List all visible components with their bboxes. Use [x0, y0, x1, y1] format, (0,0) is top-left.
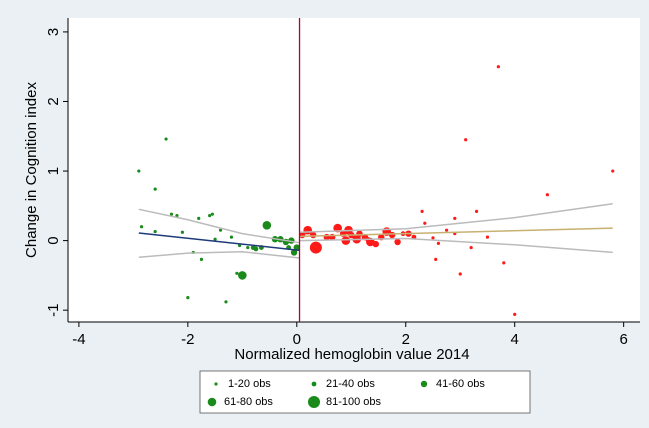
point	[253, 246, 259, 252]
fit-line	[138, 208, 300, 244]
x-tick-label: -2	[181, 331, 194, 348]
point	[436, 241, 441, 245]
point	[545, 193, 549, 197]
fit-line	[299, 202, 613, 234]
y-tick-label: 0	[45, 236, 62, 244]
point	[496, 65, 500, 69]
legend-marker	[420, 380, 428, 388]
x-tick-label: -4	[72, 331, 85, 348]
point	[246, 245, 250, 250]
y-tick-label: 3	[45, 28, 62, 36]
legend-marker	[207, 397, 217, 407]
fit-line	[299, 237, 613, 254]
point	[210, 212, 214, 216]
point	[485, 235, 490, 239]
point	[262, 221, 272, 230]
x-tick-label: 6	[619, 331, 627, 348]
legend-label: 1-20 obs	[228, 378, 271, 390]
legend-marker	[311, 381, 317, 387]
y-axis-title: Change in Cognition index	[23, 82, 40, 258]
y-tick-label: 1	[45, 167, 62, 175]
point	[469, 245, 473, 250]
point	[164, 137, 168, 141]
x-tick-label: 0	[293, 331, 301, 348]
point	[238, 271, 247, 280]
point	[153, 229, 157, 234]
point	[423, 221, 427, 225]
plot-area	[68, 18, 640, 322]
legend-label: 61-80 obs	[224, 396, 273, 408]
point	[213, 237, 217, 241]
point	[175, 213, 179, 218]
point	[303, 225, 312, 235]
point	[513, 312, 517, 316]
point	[197, 216, 201, 220]
point	[431, 236, 435, 240]
legend-marker	[308, 396, 320, 408]
point	[235, 271, 239, 275]
point	[137, 169, 141, 173]
point	[474, 209, 479, 213]
point	[309, 241, 322, 254]
fit-line	[138, 232, 300, 252]
point	[169, 212, 174, 216]
point	[445, 228, 449, 232]
point	[186, 296, 190, 300]
y-tick-label: -1	[45, 304, 62, 317]
point	[208, 213, 212, 218]
point	[224, 300, 228, 304]
point	[453, 216, 457, 220]
point	[341, 236, 351, 245]
legend-box	[199, 370, 531, 414]
fit-line	[299, 227, 613, 238]
legend-label: 21-40 obs	[326, 378, 375, 390]
point	[464, 138, 468, 142]
point	[420, 209, 424, 213]
point	[290, 249, 298, 256]
x-axis-title: Normalized hemoglobin value 2014	[234, 346, 469, 363]
fit-line	[138, 250, 300, 259]
point	[199, 257, 204, 261]
y-tick-label: 2	[45, 97, 62, 105]
point	[502, 261, 506, 265]
point	[218, 228, 223, 232]
point	[180, 230, 184, 234]
point	[434, 257, 438, 261]
point	[139, 225, 144, 229]
point	[458, 272, 462, 276]
x-tick-label: 2	[402, 331, 410, 348]
point	[153, 187, 157, 191]
legend-label: 41-60 obs	[436, 378, 485, 390]
point	[394, 238, 401, 246]
point	[611, 169, 615, 173]
legend-marker	[214, 382, 218, 386]
point	[229, 235, 234, 239]
legend-label: 81-100 obs	[326, 396, 382, 408]
x-tick-label: 4	[511, 331, 519, 348]
